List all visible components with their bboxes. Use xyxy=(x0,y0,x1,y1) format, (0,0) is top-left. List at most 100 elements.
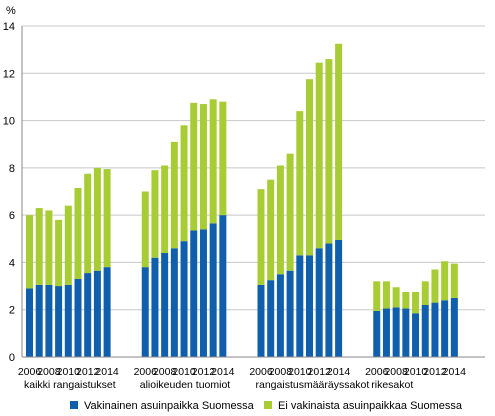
y-tick-label: 8 xyxy=(9,163,15,175)
bar-permanent xyxy=(392,307,400,357)
bar-permanent xyxy=(315,248,323,357)
bar-permanent xyxy=(412,313,420,357)
bar-non-permanent xyxy=(325,59,333,244)
x-tick-label: 2006 xyxy=(18,366,42,378)
legend-swatch-permanent xyxy=(70,401,78,409)
bar-non-permanent xyxy=(209,99,217,224)
legend-label-permanent: Vakinainen asuinpaikka Suomessa xyxy=(84,400,255,412)
bar-non-permanent xyxy=(190,102,198,231)
x-tick-label: 2012 xyxy=(423,366,447,378)
legend-label-non-permanent: Ei vakinaista asuinpaikkaa Suomessa xyxy=(278,400,463,412)
legend-swatch-non-permanent xyxy=(264,401,272,409)
bar-non-permanent xyxy=(199,104,207,230)
bar-permanent xyxy=(431,302,439,357)
bar-permanent xyxy=(74,278,82,357)
bar-non-permanent xyxy=(103,169,111,268)
x-tick-label: 2014 xyxy=(95,366,119,378)
bar-non-permanent xyxy=(93,167,101,271)
bar-non-permanent xyxy=(180,125,188,242)
x-tick-label: 2014 xyxy=(443,366,467,378)
bar-permanent xyxy=(161,252,169,357)
x-tick-label: 2006 xyxy=(134,366,158,378)
bar-non-permanent xyxy=(412,291,420,314)
x-tick-label: 2008 xyxy=(37,366,61,378)
bar-non-permanent xyxy=(267,179,275,281)
bar-permanent xyxy=(103,267,111,357)
bar-non-permanent xyxy=(441,261,449,301)
bar-permanent xyxy=(180,241,188,357)
y-tick-label: 0 xyxy=(9,352,15,364)
bar-non-permanent xyxy=(84,173,92,274)
bar-permanent xyxy=(199,229,207,357)
x-tick-label: 2006 xyxy=(365,366,389,378)
y-tick-label: 10 xyxy=(3,116,15,128)
bar-permanent xyxy=(64,284,72,357)
bar-permanent xyxy=(219,215,227,357)
bar-permanent xyxy=(190,230,198,357)
bar-permanent xyxy=(45,284,53,357)
bar-non-permanent xyxy=(402,291,410,309)
x-tick-label: 2012 xyxy=(308,366,332,378)
bar-permanent xyxy=(35,284,43,357)
bar-permanent xyxy=(93,270,101,357)
bar-non-permanent xyxy=(373,281,381,311)
bar-permanent xyxy=(382,308,390,357)
x-tick-label: 2014 xyxy=(327,366,351,378)
x-tick-label: 2008 xyxy=(269,366,293,378)
bar-permanent xyxy=(335,239,343,357)
bar-permanent xyxy=(325,243,333,357)
bar-permanent xyxy=(402,308,410,357)
bar-permanent xyxy=(257,284,265,357)
bar-permanent xyxy=(84,273,92,357)
x-tick-label: 2010 xyxy=(404,366,428,378)
x-tick-label: 2008 xyxy=(153,366,177,378)
bar-non-permanent xyxy=(431,269,439,303)
bar-non-permanent xyxy=(450,263,458,298)
bar-permanent xyxy=(209,223,217,357)
bar-permanent xyxy=(151,257,159,357)
bar-non-permanent xyxy=(315,62,323,249)
bar-non-permanent xyxy=(170,141,178,249)
bars xyxy=(26,43,458,357)
bar-permanent xyxy=(421,304,429,357)
y-tick-label: 4 xyxy=(9,257,15,269)
x-tick-label: 2010 xyxy=(57,366,81,378)
y-tick-label: 6 xyxy=(9,210,15,222)
y-axis-unit-label: % xyxy=(6,5,16,17)
x-tick-label: 2012 xyxy=(76,366,100,378)
bar-non-permanent xyxy=(219,101,227,216)
x-tick-label: 2012 xyxy=(192,366,216,378)
bar-permanent xyxy=(373,310,381,357)
bar-non-permanent xyxy=(286,153,294,271)
y-tick-label: 12 xyxy=(3,68,15,80)
bar-non-permanent xyxy=(55,219,63,287)
bar-non-permanent xyxy=(64,205,72,285)
bar-non-permanent xyxy=(257,189,265,285)
group-label: rikesakot xyxy=(371,379,413,391)
bar-permanent xyxy=(286,270,294,357)
bar-non-permanent xyxy=(392,287,400,308)
bar-non-permanent xyxy=(276,165,284,275)
x-tick-label: 2010 xyxy=(172,366,196,378)
bar-permanent xyxy=(276,274,284,357)
bar-permanent xyxy=(170,248,178,357)
group-label: alioikeuden tuomiot xyxy=(140,379,231,391)
bar-permanent xyxy=(141,267,149,357)
y-tick-label: 14 xyxy=(3,21,15,33)
bar-permanent xyxy=(296,255,304,357)
bar-permanent xyxy=(441,300,449,357)
bar-permanent xyxy=(306,255,313,357)
bar-non-permanent xyxy=(306,79,313,256)
bar-non-permanent xyxy=(161,165,169,253)
y-tick-label: 2 xyxy=(9,305,15,317)
bar-non-permanent xyxy=(45,210,53,285)
x-tick-label: 2008 xyxy=(384,366,408,378)
bar-non-permanent xyxy=(141,191,149,268)
x-tick-label: 2010 xyxy=(288,366,312,378)
bar-non-permanent xyxy=(74,187,82,279)
bar-permanent xyxy=(450,297,458,357)
bar-non-permanent xyxy=(296,111,304,256)
x-tick-label: 2014 xyxy=(211,366,235,378)
